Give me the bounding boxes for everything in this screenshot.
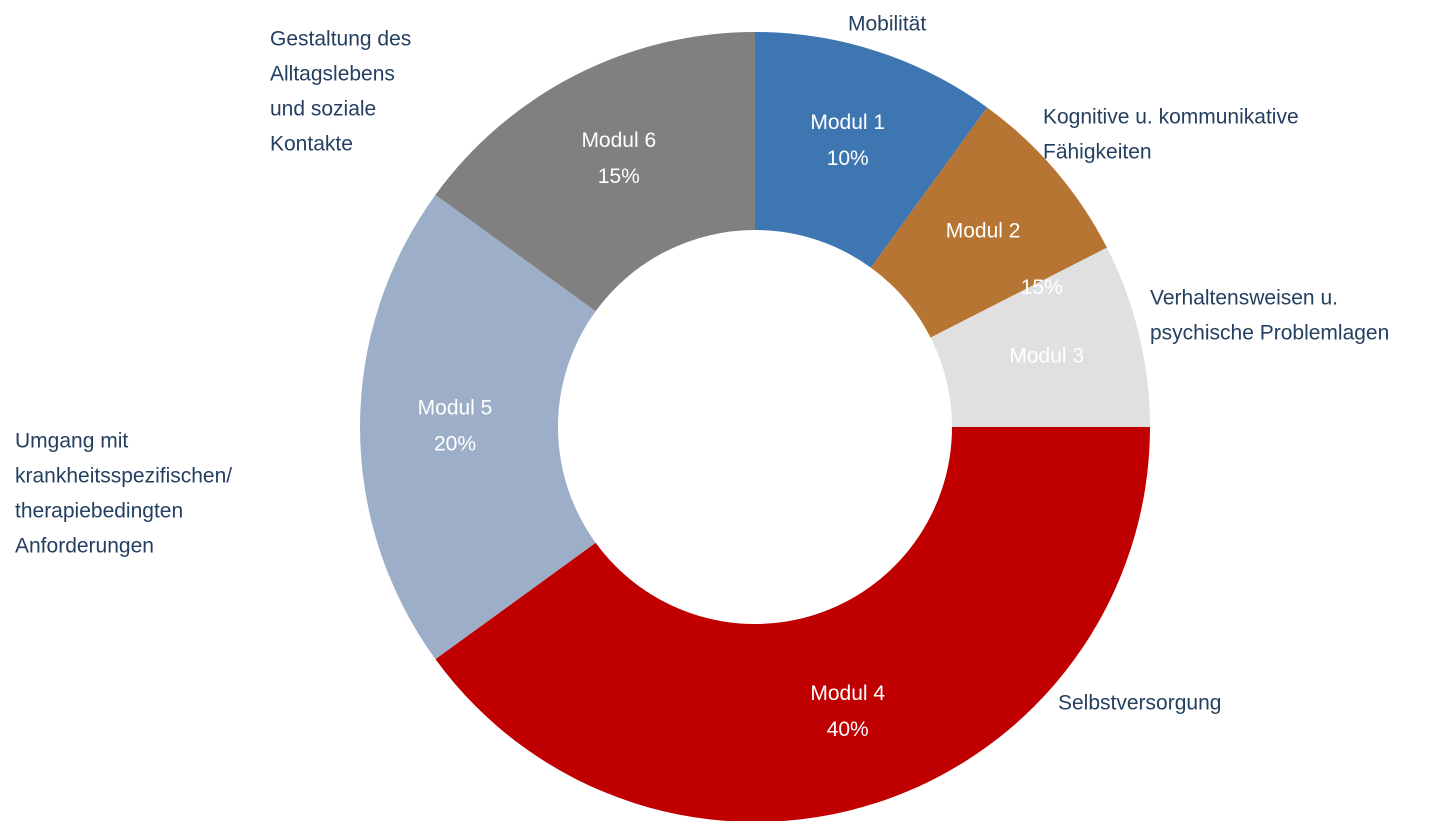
category-description: Alltagslebens xyxy=(270,63,395,86)
value-label: 10% xyxy=(827,147,869,170)
segment-label: Modul 5 xyxy=(418,397,493,420)
segment-label: Modul 6 xyxy=(581,129,656,152)
segment-label: Modul 3 xyxy=(1009,345,1084,368)
category-description: Verhaltensweisen u. xyxy=(1150,287,1338,310)
donut-segment xyxy=(435,427,1150,823)
donut-segment xyxy=(870,107,1107,338)
donut-segment xyxy=(360,194,596,660)
category-description: therapiebedingten xyxy=(15,500,183,523)
category-description: psychische Problemlagen xyxy=(1150,322,1389,345)
category-description: krankheitsspezifischen/ xyxy=(15,465,232,488)
value-label: 20% xyxy=(434,433,476,456)
category-description: Selbstversorgung xyxy=(1058,692,1221,715)
value-label: 40% xyxy=(827,718,869,741)
category-description: Gestaltung des xyxy=(270,28,411,51)
shared-value-label: 15% xyxy=(1021,276,1063,299)
segment-label: Modul 1 xyxy=(810,111,885,134)
category-description: Anforderungen xyxy=(15,535,154,558)
donut-segment xyxy=(755,32,988,268)
value-label: 15% xyxy=(598,165,640,188)
category-description: Mobilität xyxy=(848,13,926,36)
category-description: Fähigkeiten xyxy=(1043,141,1152,164)
donut-segment xyxy=(435,32,755,312)
segment-label: Modul 4 xyxy=(810,682,885,705)
category-description: Kontakte xyxy=(270,133,353,156)
donut-segment xyxy=(930,247,1150,427)
category-description: Kognitive u. kommunikative xyxy=(1043,106,1299,129)
category-description: Umgang mit xyxy=(15,430,128,453)
segment-label: Modul 2 xyxy=(946,220,1021,243)
category-description: und soziale xyxy=(270,98,376,121)
